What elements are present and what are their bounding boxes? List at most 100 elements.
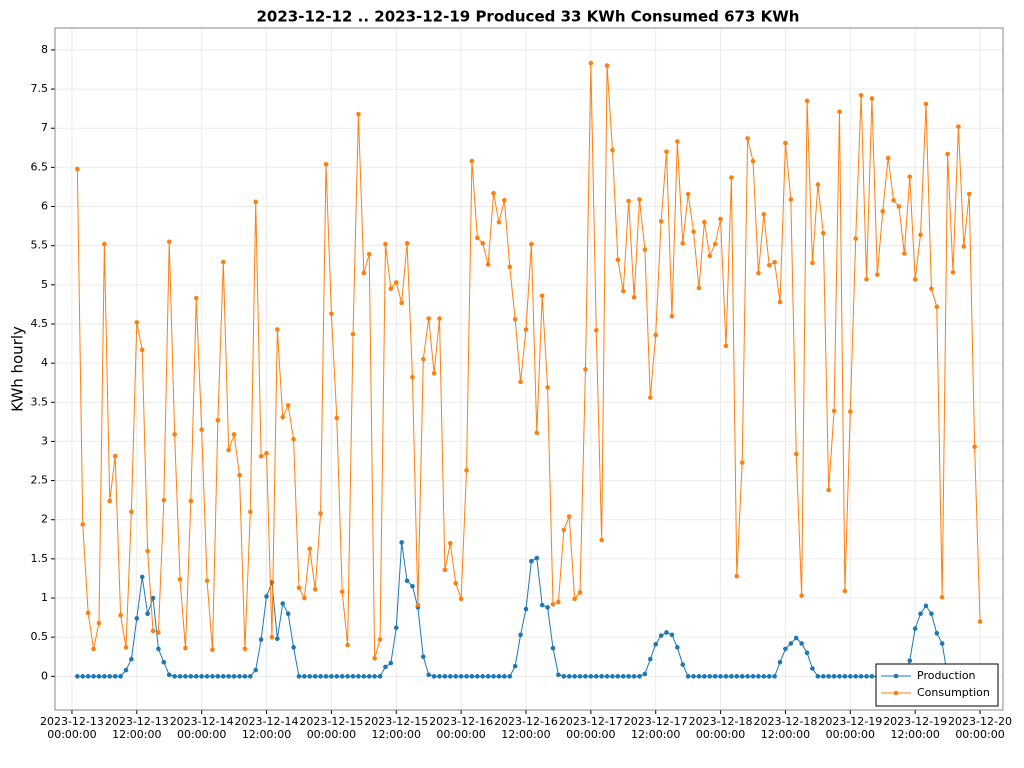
data-point: [166, 672, 172, 678]
data-point: [102, 674, 107, 679]
data-point: [123, 667, 129, 673]
series-line: [76, 63, 981, 659]
data-point: [718, 216, 723, 222]
data-point: [529, 558, 534, 564]
data-point: [134, 616, 140, 621]
legend-box: [875, 663, 999, 707]
data-point: [534, 430, 540, 436]
data-point: [291, 645, 296, 650]
data-point: [810, 666, 815, 671]
data-point: [518, 632, 523, 638]
data-point: [199, 427, 204, 432]
data-point: [912, 277, 918, 282]
data-point: [853, 674, 859, 679]
data-point: [383, 664, 388, 670]
data-point: [112, 674, 118, 679]
data-point: [593, 327, 599, 333]
data-point: [85, 674, 91, 679]
data-point: [588, 674, 594, 679]
data-point: [296, 585, 302, 591]
data-point: [788, 641, 794, 646]
data-point: [610, 674, 615, 679]
data-point: [139, 347, 145, 353]
data-point: [848, 409, 853, 414]
data-point: [491, 190, 496, 196]
y-tick-label: 5: [41, 278, 48, 291]
data-point: [502, 674, 507, 679]
data-point: [96, 674, 102, 679]
data-point: [610, 147, 615, 153]
data-point: [583, 674, 588, 679]
data-point: [550, 645, 556, 651]
y-axis-label: KWh hourly: [9, 326, 27, 412]
data-point: [577, 674, 583, 679]
data-point: [231, 674, 237, 679]
data-point: [653, 641, 659, 647]
data-point: [215, 674, 221, 679]
data-point: [675, 139, 680, 144]
data-point: [356, 674, 361, 679]
data-point: [750, 674, 756, 679]
data-point: [426, 672, 431, 678]
data-point: [204, 578, 210, 584]
data-point: [804, 650, 810, 656]
data-point: [220, 259, 226, 265]
data-point: [820, 674, 826, 679]
data-point: [496, 674, 502, 679]
data-point: [475, 674, 480, 679]
data-point: [777, 299, 783, 305]
x-tick-label: 2023-12-15 00:00:00: [299, 715, 364, 741]
data-point: [961, 244, 967, 249]
data-point: [383, 241, 388, 247]
x-tick-label: 2023-12-17 00:00:00: [558, 715, 623, 741]
data-point: [275, 636, 280, 642]
data-point: [858, 93, 864, 98]
data-point: [631, 674, 637, 679]
data-point: [702, 674, 707, 679]
data-point: [248, 674, 253, 679]
data-point: [188, 498, 194, 504]
data-point: [939, 641, 945, 646]
data-point: [388, 660, 394, 666]
x-tick-label: 2023-12-14 00:00:00: [169, 715, 234, 741]
data-point: [799, 593, 804, 598]
data-point: [161, 659, 167, 665]
y-tick-label: 6: [41, 200, 48, 213]
data-point: [453, 580, 459, 586]
data-point: [420, 356, 426, 362]
data-point: [831, 674, 837, 679]
data-point: [658, 633, 664, 638]
data-point: [653, 332, 659, 338]
data-point: [356, 111, 361, 117]
data-point: [312, 674, 318, 679]
data-point: [485, 674, 491, 679]
data-point: [523, 606, 529, 612]
data-point: [253, 667, 259, 673]
data-point: [139, 574, 145, 580]
data-point: [675, 645, 680, 650]
data-point: [102, 241, 107, 247]
data-point: [393, 280, 399, 285]
data-point: [712, 241, 718, 247]
data-point: [220, 674, 226, 679]
data-point: [956, 124, 961, 129]
data-point: [361, 270, 367, 276]
data-point: [734, 674, 740, 679]
data-point: [323, 161, 329, 167]
data-point: [664, 149, 669, 155]
data-point: [934, 304, 940, 310]
data-point: [437, 316, 442, 321]
x-tick-label: 2023-12-15 12:00:00: [364, 715, 429, 741]
y-tick-label: 2: [41, 513, 48, 526]
y-tick-label: 1.5: [31, 552, 49, 565]
data-point: [523, 327, 529, 332]
x-tick-label: 2023-12-13 00:00:00: [39, 715, 104, 741]
data-point: [945, 151, 950, 157]
data-point: [615, 257, 621, 263]
data-point: [512, 316, 518, 322]
data-point: [475, 235, 480, 241]
data-point: [183, 645, 188, 651]
data-point: [891, 197, 896, 203]
data-point: [183, 674, 188, 679]
data-point: [766, 262, 772, 268]
